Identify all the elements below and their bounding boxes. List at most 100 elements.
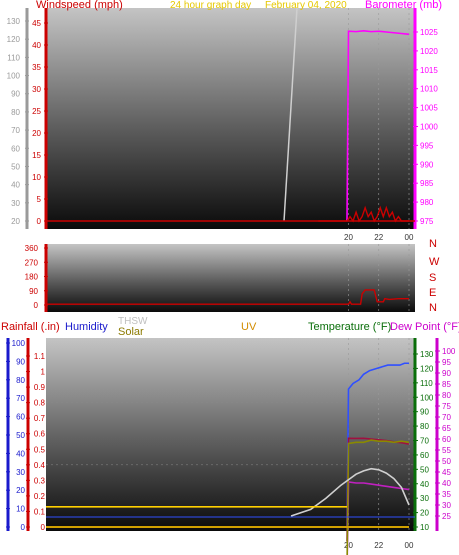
rainfall-tick-label: 1.1 (34, 352, 46, 361)
panel3-series (46, 362, 415, 555)
legend-solar: Solar (118, 326, 144, 338)
legend-dewpoint: Dew Point (°F) (390, 321, 459, 333)
windspeed-tick-label: 30 (32, 85, 41, 94)
barometer-tick-label: 995 (420, 141, 434, 150)
graph-title: 24 hour graph day (170, 0, 251, 11)
humidity-series-line (346, 362, 409, 528)
humidity-tick-label: 40 (16, 449, 25, 458)
outer-tick-label: 100 (7, 72, 21, 81)
windspeed-axis-label: Windspeed (mph) (36, 0, 123, 11)
rainfall-tick-label: 0.5 (34, 445, 46, 454)
outer-tick-label: 50 (11, 162, 20, 171)
dewpoint-tick-label: 90 (442, 369, 451, 378)
windspeed-tick-label: 40 (32, 41, 41, 50)
panel1-x-ticks: 20 22 00 (344, 233, 414, 242)
dewpoint-tick-label: 75 (442, 402, 451, 411)
temperature-tick-label: 60 (420, 451, 429, 460)
dewpoint-tick-label: 35 (442, 490, 451, 499)
panel1-gray-spike (283, 7, 298, 222)
rainfall-tick-label: 0.1 (34, 507, 46, 516)
legend-humidity: Humidity (65, 321, 108, 333)
winddir-tick-label: 180 (25, 273, 39, 282)
dewpoint-tick-label: 60 (442, 435, 451, 444)
windspeed-tick-label: 15 (32, 151, 41, 160)
windspeed-tick-label: 35 (32, 63, 41, 72)
panel3-x-tick-label: 00 (405, 541, 414, 550)
dewpoint-tick-label: 55 (442, 446, 451, 455)
barometer-tick-label: 985 (420, 179, 434, 188)
dewpoint-series-line (346, 480, 410, 555)
dewpoint-ticks: 25 30 35 40 45 50 55 60 65 70 75 80 85 90 95 100 (435, 347, 456, 521)
rainfall-tick-label: 0.3 (34, 476, 46, 485)
outer-tick-label: 130 (7, 17, 21, 26)
panel2-grid (348, 244, 410, 312)
temperature-tick-label: 70 (420, 437, 429, 446)
panel2-series (46, 289, 409, 305)
dewpoint-tick-label: 50 (442, 457, 451, 466)
panel1-x-tick-label: 22 (374, 233, 383, 242)
humidity-tick-label: 60 (16, 413, 25, 422)
temperature-tick-label: 40 (420, 480, 429, 489)
humidity-tick-label: 100 (12, 339, 26, 348)
barometer-tick-label: 1020 (420, 47, 438, 56)
windspeed-tick-label: 45 (32, 19, 41, 28)
humidity-tick-label: 30 (16, 468, 25, 477)
dewpoint-tick-label: 85 (442, 380, 451, 389)
temperature-tick-label: 50 (420, 465, 429, 474)
humidity-tick-label: 70 (16, 394, 25, 403)
temperature-tick-label: 120 (420, 364, 434, 373)
rainfall-tick-label: 0.7 (34, 414, 46, 423)
compass-label: N (429, 302, 437, 314)
panel3-x-tick-label: 22 (374, 541, 383, 550)
legend-thsw: THSW (118, 316, 148, 327)
humidity-tick-label: 20 (16, 486, 25, 495)
barometer-tick-label: 1025 (420, 28, 438, 37)
thsw-series-line (290, 467, 410, 517)
barometer-series-line (346, 30, 410, 222)
outer-tick-label: 110 (7, 53, 20, 62)
rainfall-tick-label: 0 (41, 523, 46, 532)
dewpoint-tick-label: 25 (442, 512, 451, 521)
barometer-axis-label: Barometer (mb) (365, 0, 442, 11)
compass-label: S (429, 272, 436, 284)
temperature-tick-label: 100 (420, 393, 434, 402)
barometer-tick-label: 1015 (420, 66, 438, 75)
panel1-x-tick-label: 20 (344, 233, 353, 242)
solar-series-line (346, 439, 410, 555)
rainfall-tick-label: 0.6 (34, 430, 46, 439)
winddir-tick-label: 270 (25, 258, 39, 267)
windspeed-tick-label: 0 (37, 217, 42, 226)
humidity-tick-label: 0 (21, 523, 26, 532)
windspeed-tick-label: 20 (32, 129, 41, 138)
rainfall-tick-label: 1 (41, 368, 46, 377)
outer-tick-label: 90 (11, 90, 20, 99)
barometer-tick-label: 1005 (420, 104, 438, 113)
panel1-right-ticks: 975 980 985 990 995 1000 1005 1010 1015 1020 1025 (413, 28, 438, 226)
humidity-tick-label: 80 (16, 376, 25, 385)
barometer-tick-label: 980 (420, 198, 434, 207)
dewpoint-tick-label: 45 (442, 468, 451, 477)
dewpoint-tick-label: 95 (442, 358, 451, 367)
dewpoint-tick-label: 100 (442, 347, 456, 356)
panel1-outer-ticks: 20 30 40 50 60 70 80 90 100 110 120 130 (7, 17, 29, 226)
dewpoint-tick-label: 80 (442, 391, 451, 400)
outer-tick-label: 70 (11, 126, 20, 135)
legend-rainfall: Rainfall (.in) (1, 321, 60, 333)
panel1-left-ticks: 0 5 10 15 20 25 30 35 40 45 (32, 19, 48, 226)
panel3-plot-background (46, 338, 415, 531)
outer-tick-label: 60 (11, 144, 20, 153)
compass-label: N (429, 238, 437, 250)
temperature-tick-label: 110 (420, 379, 433, 388)
panel1-series (46, 30, 415, 223)
dewpoint-tick-label: 40 (442, 479, 451, 488)
barometer-tick-label: 1000 (420, 123, 438, 132)
compass-label: W (429, 256, 440, 268)
outer-tick-label: 30 (11, 199, 20, 208)
humidity-ticks: 0 10 20 30 40 50 60 70 80 90 100 (6, 339, 26, 532)
windspeed-tick-label: 10 (32, 173, 41, 182)
temperature-tick-label: 30 (420, 494, 429, 503)
temperature-tick-label: 80 (420, 422, 429, 431)
humidity-tick-label: 90 (16, 357, 25, 366)
